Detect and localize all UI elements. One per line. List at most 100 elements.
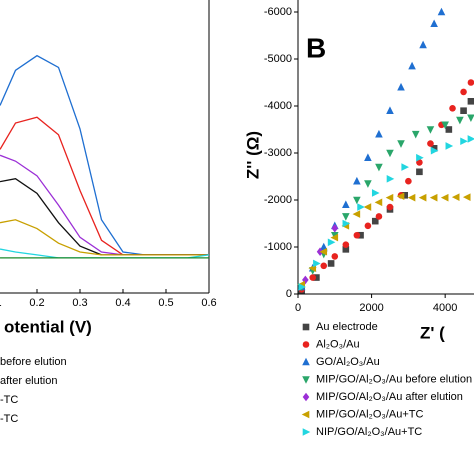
marker [408,61,416,70]
marker [364,153,372,161]
legend-marker [302,392,310,402]
marker [309,274,317,281]
marker [385,193,394,202]
legend-label: GO/Al₂O₃/Au [316,356,380,368]
marker [386,203,394,211]
marker [427,140,434,147]
y-tick-label: 0 [286,288,292,300]
legend-marker [302,341,310,348]
marker [405,177,412,185]
legend-marker [302,323,310,331]
marker [342,219,351,228]
marker [445,126,453,133]
marker [451,193,460,201]
x-axis-label: Z' ( [420,323,445,342]
marker [320,262,328,270]
legend-label: MIP/GO/Al₂O₃/Au after elution [316,391,463,403]
marker [371,189,380,197]
marker [430,19,438,28]
y-tick-label: -5000 [264,53,292,65]
marker [331,253,339,260]
y-tick-label: -1000 [264,241,292,253]
marker [426,126,435,134]
legend-label: Al₂O₃/Au [316,338,360,350]
marker [467,135,474,143]
marker [407,193,416,202]
marker [467,79,474,86]
marker [416,168,423,176]
marker [437,7,446,16]
legend-label: NIP/GO/Al₂O₃/Au+TC [316,426,422,438]
legend-label: after elution [0,375,57,387]
x-tick-label: 0.6 [201,297,216,309]
curve [0,154,209,256]
marker [363,203,372,211]
curve [0,248,210,259]
marker [364,180,372,188]
marker [342,246,350,253]
x-tick-label: 0.5 [158,297,173,309]
marker [353,176,361,185]
marker [430,145,438,152]
marker [449,105,456,112]
marker [386,149,394,158]
marker [298,283,306,291]
marker [357,203,365,211]
marker [330,233,339,242]
marker [429,193,438,202]
legend-label: before elution [0,356,67,368]
marker [353,231,361,239]
marker [462,193,471,201]
legend-label: MIP/GO/Al₂O₃/Au+TC [316,408,424,420]
curve [0,116,209,256]
marker [430,146,439,155]
marker [375,163,383,172]
marker [460,107,467,114]
x-tick-label: 0 [295,302,301,314]
marker [331,223,339,233]
marker [419,40,427,49]
curve [0,54,209,256]
legend-marker [301,410,310,419]
x-tick-label: 0.3 [72,297,87,309]
y-tick-label: -4000 [264,100,292,112]
marker [411,130,420,139]
marker [467,98,474,105]
marker [342,213,350,221]
marker [352,210,361,218]
marker [440,193,449,202]
panel-label: B [306,32,326,63]
marker [342,200,350,208]
marker [302,275,309,285]
marker [397,82,405,91]
marker [386,106,394,114]
marker [342,241,350,248]
marker [460,88,467,96]
marker [416,153,424,162]
marker [327,238,336,247]
x-tick-label: 2000 [359,302,383,314]
legend-label: Au electrode [316,321,378,333]
legend-label: -TC [0,394,18,406]
marker [375,213,383,220]
marker [396,192,405,201]
marker [364,222,372,230]
marker [416,159,423,166]
marker [374,198,383,207]
legend-marker [302,376,310,384]
x-tick-label: 0.1 [0,297,2,309]
marker [357,231,364,239]
marker [327,260,335,267]
marker [353,196,361,205]
marker [386,175,395,183]
marker [445,142,454,150]
marker [467,114,474,123]
curve [0,178,209,256]
marker [401,192,408,199]
y-tick-label: -6000 [264,6,292,18]
curve [0,219,209,256]
y-tick-label: -2000 [264,194,292,206]
x-tick-label: 0.2 [29,297,44,309]
marker [401,163,409,171]
